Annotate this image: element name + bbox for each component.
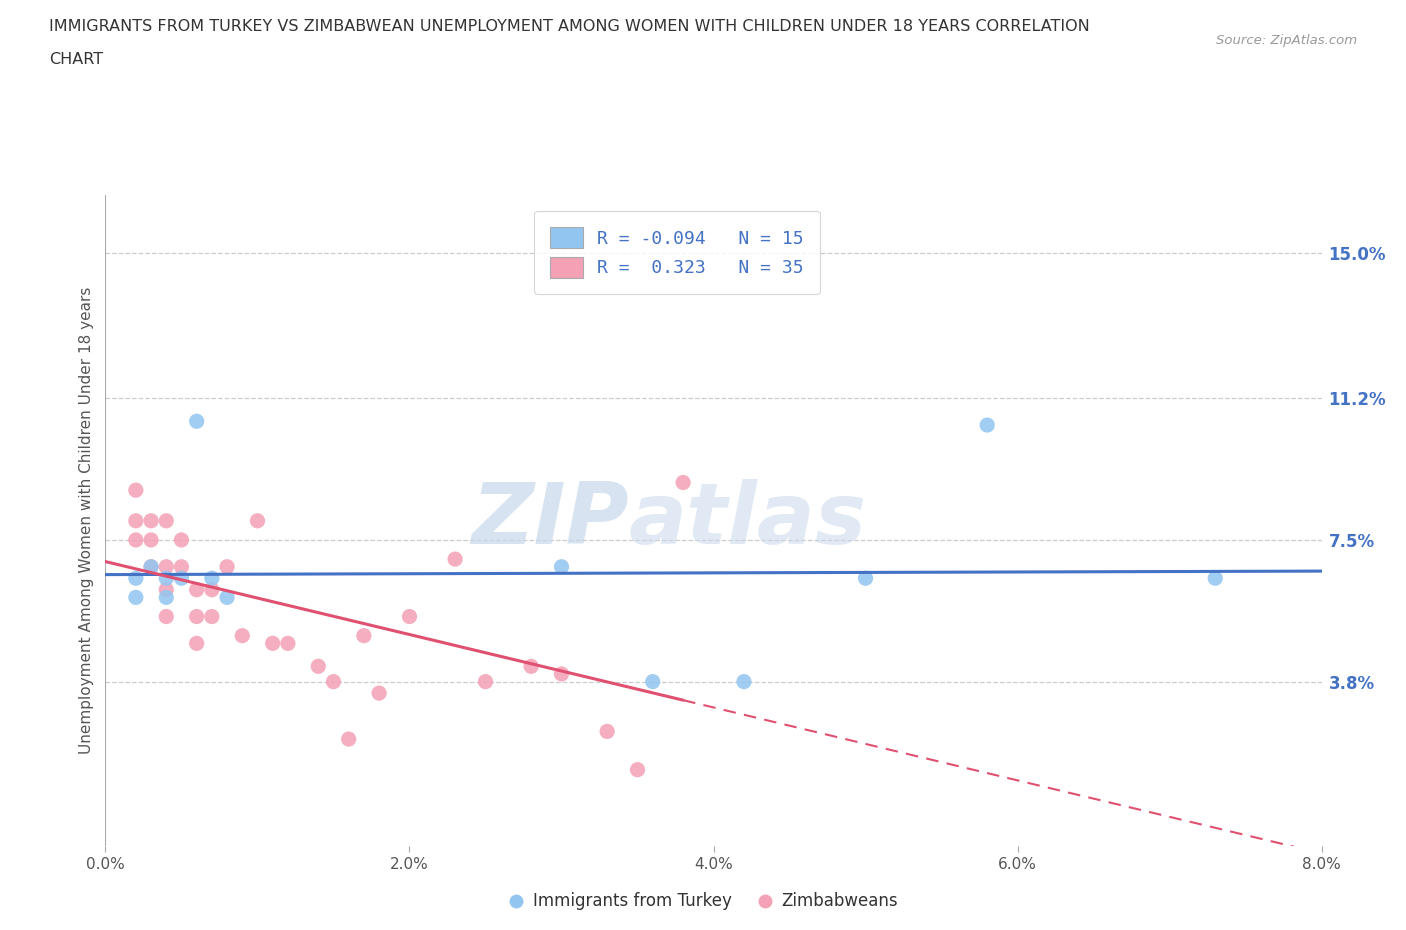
Point <box>217 590 239 604</box>
Point <box>855 571 877 586</box>
Point <box>550 667 572 682</box>
Point <box>520 658 543 673</box>
Point <box>231 629 253 644</box>
Point <box>139 559 162 574</box>
Point <box>672 475 695 490</box>
Point <box>201 582 224 597</box>
Text: atlas: atlas <box>628 479 866 563</box>
Point <box>641 674 664 689</box>
Point <box>186 582 208 597</box>
Point <box>155 571 177 586</box>
Point <box>262 636 284 651</box>
Point <box>155 513 177 528</box>
Text: CHART: CHART <box>49 52 103 67</box>
Point <box>186 609 208 624</box>
Point <box>733 674 755 689</box>
Point <box>550 559 572 574</box>
Point <box>170 571 193 586</box>
Point <box>474 674 496 689</box>
Point <box>322 674 344 689</box>
Point <box>125 513 148 528</box>
Point <box>139 533 162 548</box>
Point <box>155 609 177 624</box>
Text: ZIP: ZIP <box>471 479 628 563</box>
Point <box>201 571 224 586</box>
Text: IMMIGRANTS FROM TURKEY VS ZIMBABWEAN UNEMPLOYMENT AMONG WOMEN WITH CHILDREN UNDE: IMMIGRANTS FROM TURKEY VS ZIMBABWEAN UNE… <box>49 19 1090 33</box>
Point <box>201 609 224 624</box>
Point <box>307 658 329 673</box>
Point <box>337 732 360 747</box>
Legend: R = -0.094   N = 15, R =  0.323   N = 35: R = -0.094 N = 15, R = 0.323 N = 35 <box>534 211 820 294</box>
Point <box>139 559 162 574</box>
Y-axis label: Unemployment Among Women with Children Under 18 years: Unemployment Among Women with Children U… <box>79 287 94 754</box>
Point <box>125 483 148 498</box>
Point <box>155 590 177 604</box>
Point <box>246 513 269 528</box>
Point <box>217 559 239 574</box>
Point <box>170 533 193 548</box>
Point <box>155 559 177 574</box>
Point <box>125 590 148 604</box>
Legend: Immigrants from Turkey, Zimbabweans: Immigrants from Turkey, Zimbabweans <box>501 885 905 917</box>
Point <box>186 636 208 651</box>
Point <box>398 609 420 624</box>
Point <box>139 513 162 528</box>
Point <box>125 571 148 586</box>
Point <box>444 551 467 566</box>
Point <box>626 763 648 777</box>
Text: Source: ZipAtlas.com: Source: ZipAtlas.com <box>1216 34 1357 47</box>
Point <box>1204 571 1226 586</box>
Point <box>353 629 375 644</box>
Point <box>368 685 391 700</box>
Point <box>155 582 177 597</box>
Point <box>596 724 619 738</box>
Point <box>976 418 998 432</box>
Point <box>125 533 148 548</box>
Point <box>277 636 299 651</box>
Point <box>186 414 208 429</box>
Point <box>170 559 193 574</box>
